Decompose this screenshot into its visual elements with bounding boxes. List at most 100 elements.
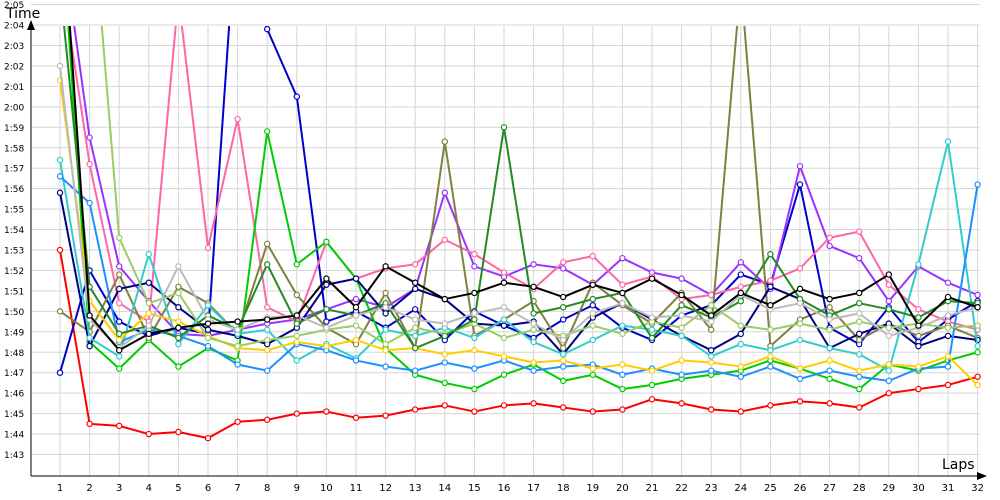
y-tick-label: 1:56 (4, 185, 24, 195)
data-point (382, 363, 389, 370)
data-point (944, 312, 952, 319)
series-3 (73, 26, 981, 340)
data-point (412, 261, 419, 268)
data-point (885, 281, 893, 288)
data-point (352, 312, 360, 319)
y-tick-label: 1:52 (4, 267, 24, 277)
data-point (560, 351, 567, 358)
x-tick-label: 22 (675, 483, 688, 494)
data-point (737, 363, 745, 370)
data-point (530, 338, 537, 346)
y-tick-label: 1:58 (4, 144, 24, 154)
data-point (560, 363, 567, 370)
data-point (530, 367, 537, 374)
data-point (115, 285, 123, 293)
data-point (589, 408, 597, 415)
data-point (767, 402, 774, 409)
x-tick-label: 32 (971, 483, 984, 494)
data-point (678, 357, 685, 364)
data-point (500, 334, 508, 342)
data-point (264, 26, 271, 33)
data-point (204, 302, 212, 309)
x-tick-label: 24 (734, 483, 747, 494)
data-point (323, 275, 330, 282)
data-point (175, 283, 182, 291)
y-tick-label: 1:50 (4, 308, 24, 318)
data-point (115, 271, 123, 278)
data-point (856, 299, 863, 307)
data-point (530, 283, 537, 291)
x-tick-label: 18 (557, 483, 570, 494)
data-point (471, 365, 478, 372)
data-point (944, 324, 952, 331)
x-axis-arrow-icon (977, 472, 987, 480)
data-point (678, 302, 685, 309)
data-point (323, 408, 330, 415)
data-point (115, 263, 123, 270)
data-point (204, 326, 212, 333)
y-tick-labels: 1:43 1:44 1:45 1:46 1:47 1:48 1:49 1:50 1:51 1:52… (4, 1, 24, 461)
data-point (175, 428, 182, 436)
y-tick-label: 2:00 (4, 103, 24, 113)
data-point (826, 234, 833, 241)
data-point (678, 275, 685, 282)
data-point (86, 420, 93, 428)
data-point (264, 316, 271, 323)
data-point (530, 400, 537, 407)
series-line (73, 26, 978, 337)
data-point (500, 304, 508, 311)
chart-axes (27, 20, 987, 480)
data-point (293, 312, 300, 319)
data-point (560, 344, 567, 352)
data-point (826, 326, 833, 333)
data-point (974, 349, 981, 356)
y-tick-label: 1:51 (4, 287, 24, 297)
data-point (767, 347, 774, 354)
data-point (915, 314, 922, 321)
data-point (885, 389, 893, 397)
x-tick-label: 8 (264, 483, 270, 494)
data-point (856, 330, 863, 338)
data-point (737, 271, 745, 278)
x-tick-label: 12 (379, 483, 392, 494)
data-point (264, 326, 271, 333)
data-point (471, 408, 478, 415)
data-point (619, 330, 626, 338)
data-point (293, 320, 300, 327)
data-point (382, 326, 389, 333)
data-point (56, 308, 64, 315)
data-point (234, 418, 241, 425)
data-point (796, 181, 804, 188)
data-point (500, 269, 508, 276)
data-point (234, 361, 241, 368)
y-tick-label: 2:04 (4, 22, 24, 32)
data-point (115, 365, 123, 372)
data-point (175, 263, 182, 270)
data-point (323, 324, 330, 331)
data-point (56, 369, 64, 376)
series-line (59, 175, 979, 382)
y-tick-label: 2:05 (4, 1, 24, 11)
data-point (412, 324, 419, 331)
data-point (441, 379, 448, 387)
data-point (708, 347, 715, 354)
data-point (737, 283, 745, 291)
data-point (648, 326, 656, 333)
series-10 (56, 77, 981, 389)
x-tick-label: 5 (175, 483, 181, 494)
x-tick-label: 27 (823, 483, 836, 494)
data-point (737, 373, 745, 380)
data-point (500, 316, 508, 323)
x-tick-label: 31 (942, 483, 955, 494)
x-tick-labels: 1 2 3 4 5 6 7 8 9 10 11 12 13 14 15 16 17 18 19 20 21 22 23 24 2… (57, 483, 984, 494)
x-tick-label: 21 (646, 483, 659, 494)
data-point (708, 312, 715, 319)
data-point (944, 279, 952, 286)
data-point (560, 265, 567, 272)
data-point (737, 322, 745, 329)
data-point (708, 367, 715, 374)
data-point (412, 285, 419, 293)
y-tick-label: 1:49 (4, 328, 24, 338)
data-point (204, 334, 212, 342)
y-tick-label: 1:54 (4, 226, 24, 236)
